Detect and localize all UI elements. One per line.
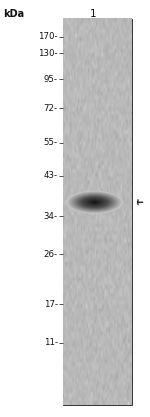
Ellipse shape (74, 194, 115, 211)
Ellipse shape (89, 200, 100, 205)
Bar (63, 19, 132, 405)
Text: 26-: 26- (44, 250, 58, 259)
Ellipse shape (88, 200, 101, 205)
Ellipse shape (93, 201, 96, 203)
Ellipse shape (70, 192, 119, 212)
Ellipse shape (85, 198, 104, 206)
Ellipse shape (76, 195, 112, 209)
Ellipse shape (81, 197, 108, 208)
Text: 170-: 170- (38, 32, 58, 41)
Ellipse shape (77, 195, 112, 209)
Text: 72-: 72- (44, 104, 58, 113)
Text: 43-: 43- (44, 171, 58, 181)
Text: 17-: 17- (44, 300, 58, 309)
Ellipse shape (84, 198, 105, 206)
Ellipse shape (83, 198, 106, 207)
Ellipse shape (92, 201, 97, 203)
Ellipse shape (71, 193, 118, 212)
Ellipse shape (78, 196, 111, 209)
Text: 1: 1 (90, 9, 96, 19)
Ellipse shape (82, 197, 107, 207)
Text: 130-: 130- (38, 49, 58, 58)
Ellipse shape (87, 199, 102, 205)
Ellipse shape (80, 196, 109, 208)
Text: 55-: 55- (44, 138, 58, 147)
Text: 34-: 34- (44, 211, 58, 221)
Ellipse shape (69, 192, 120, 213)
Ellipse shape (75, 195, 114, 210)
Ellipse shape (90, 200, 99, 204)
Ellipse shape (68, 191, 121, 213)
Ellipse shape (73, 193, 116, 211)
Ellipse shape (67, 191, 122, 214)
Ellipse shape (75, 194, 114, 210)
Ellipse shape (72, 193, 117, 211)
Ellipse shape (94, 202, 95, 203)
Ellipse shape (91, 201, 98, 204)
Text: kDa: kDa (3, 9, 24, 19)
Ellipse shape (66, 191, 123, 214)
Ellipse shape (86, 199, 103, 206)
Text: 95-: 95- (44, 75, 58, 84)
Text: 11-: 11- (44, 338, 58, 347)
Ellipse shape (79, 196, 110, 208)
